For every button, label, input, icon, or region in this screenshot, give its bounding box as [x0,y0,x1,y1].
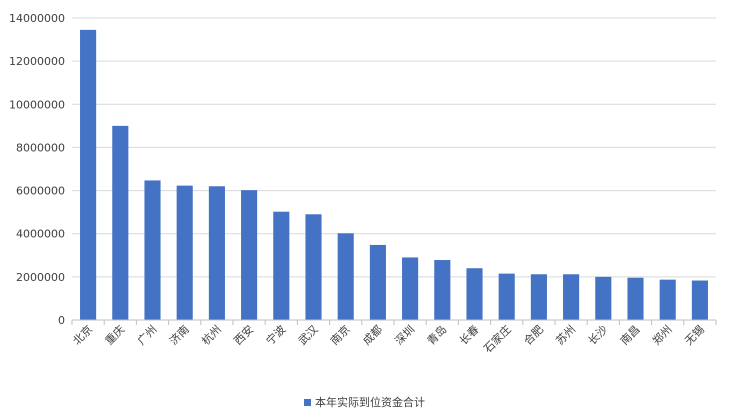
x-tick-label: 青岛 [424,322,449,347]
bar [337,233,354,320]
x-tick-label: 苏州 [553,323,578,348]
y-tick-label: 2000000 [16,271,65,284]
bar [369,244,386,320]
x-tick-label: 北京 [70,322,95,347]
x-tick-label: 长沙 [586,323,611,348]
bar [176,185,193,320]
bar [112,125,129,320]
y-tick-label: 8000000 [16,141,65,154]
y-tick-label: 6000000 [16,185,65,198]
bar [659,279,676,320]
bar [530,274,547,320]
x-tick-label: 杭州 [199,322,224,347]
x-axis [71,319,717,325]
bar [144,180,161,320]
y-tick-label: 12000000 [9,55,65,68]
legend-label: 本年实际到位资金合计 [315,396,425,409]
x-tick-label: 广州 [135,323,160,348]
y-tick-label: 10000000 [9,98,65,111]
x-tick-label: 西安 [231,322,256,347]
x-tick-label: 深圳 [392,323,417,348]
bar [241,190,258,320]
bar [273,211,290,320]
bar [402,257,419,320]
y-tick-label: 14000000 [9,12,65,25]
bar [595,276,612,320]
x-tick-label: 无锡 [682,322,707,347]
x-tick-label: 南昌 [618,323,643,348]
bar [80,29,97,320]
y-axis-tick-labels: 0 2000000 4000000 6000000 8000000 10000000 120… [9,12,65,327]
bar [498,273,515,320]
legend: 本年实际到位资金合计 [0,394,729,410]
gridlines [72,17,716,321]
x-tick-label: 长春 [457,323,482,348]
x-tick-label: 成都 [360,323,385,348]
x-tick-label: 石家庄 [481,322,514,355]
legend-swatch [304,399,311,406]
x-tick-label: 重庆 [102,322,127,347]
x-tick-label: 南京 [327,322,352,347]
bar [563,274,580,320]
x-tick-label: 郑州 [649,322,674,347]
x-tick-label: 武汉 [296,323,321,348]
x-tick-label: 宁波 [263,322,288,347]
x-tick-label: 济南 [166,322,191,347]
y-tick-label: 4000000 [16,228,65,241]
x-tick-label: 合肥 [521,322,546,347]
bar [691,280,708,320]
bar [305,214,322,320]
bar [208,186,225,320]
x-axis-tick-labels: 北京 重庆 广州 济南 杭州 西安 宁波 武汉 南京 成都 深圳 青岛 长春 石家庄 合肥 苏州 长沙 南昌 郑州无… [70,322,707,355]
bars [80,29,708,320]
bar [466,268,483,320]
bar [434,260,451,320]
y-tick-label: 0 [58,314,65,327]
bar [627,277,644,320]
